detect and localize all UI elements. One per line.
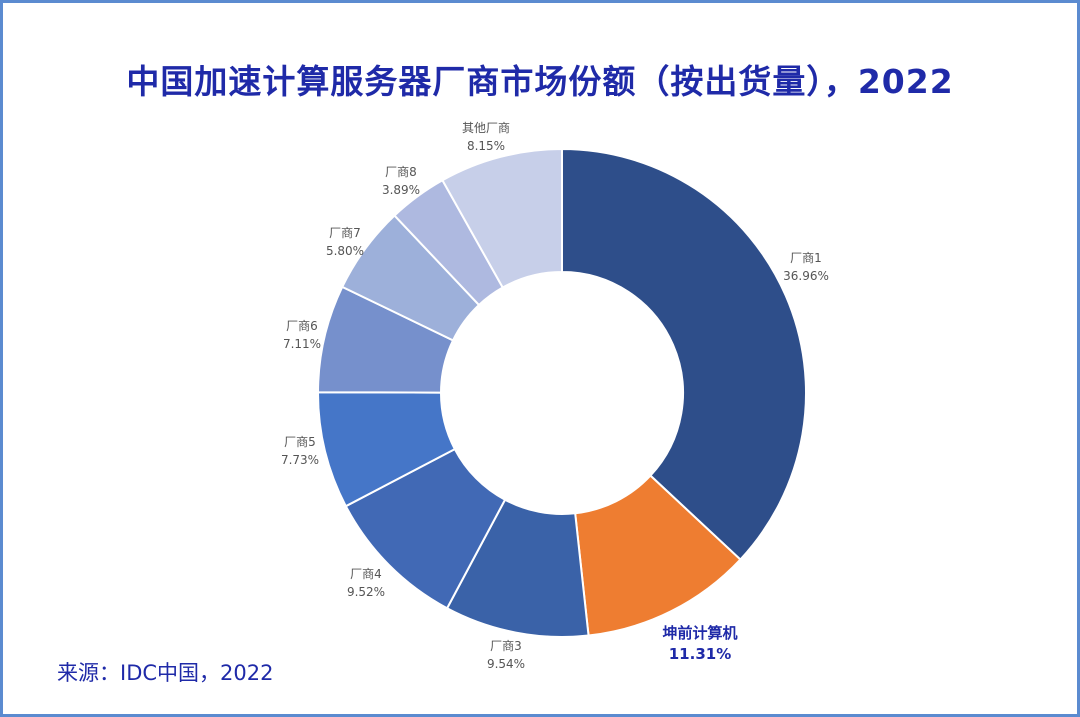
slice-label-3: 厂商3 [490,638,522,653]
slice-value-7: 5.80% [326,244,364,258]
donut-slice-1 [561,147,807,561]
slice-value-2: 11.31% [669,645,731,663]
slice-label-5: 厂商5 [284,434,316,449]
slice-value-1: 36.96% [783,269,829,283]
chart-title: 中国加速计算服务器厂商市场份额（按出货量），2022 [126,62,954,101]
slice-value-6: 7.11% [283,337,321,351]
slice-value-9: 8.15% [467,139,505,153]
slice-label-1: 厂商1 [790,250,822,265]
slice-label-7: 厂商7 [329,225,361,240]
slice-label-4: 厂商4 [350,566,382,581]
donut-slice-9 [441,147,563,289]
slice-value-3: 9.54% [487,657,525,671]
slice-value-8: 3.89% [382,183,420,197]
source-note: 来源：IDC中国，2022 [57,661,274,685]
slice-value-5: 7.73% [281,453,319,467]
slice-value-4: 9.52% [347,585,385,599]
slice-label-2: 坤前计算机 [662,624,737,642]
slice-label-8: 厂商8 [385,164,417,179]
slice-label-9: 其他厂商 [462,120,510,135]
slice-label-6: 厂商6 [286,318,318,333]
